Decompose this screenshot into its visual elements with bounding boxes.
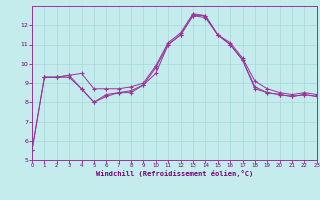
X-axis label: Windchill (Refroidissement éolien,°C): Windchill (Refroidissement éolien,°C) [96,170,253,177]
